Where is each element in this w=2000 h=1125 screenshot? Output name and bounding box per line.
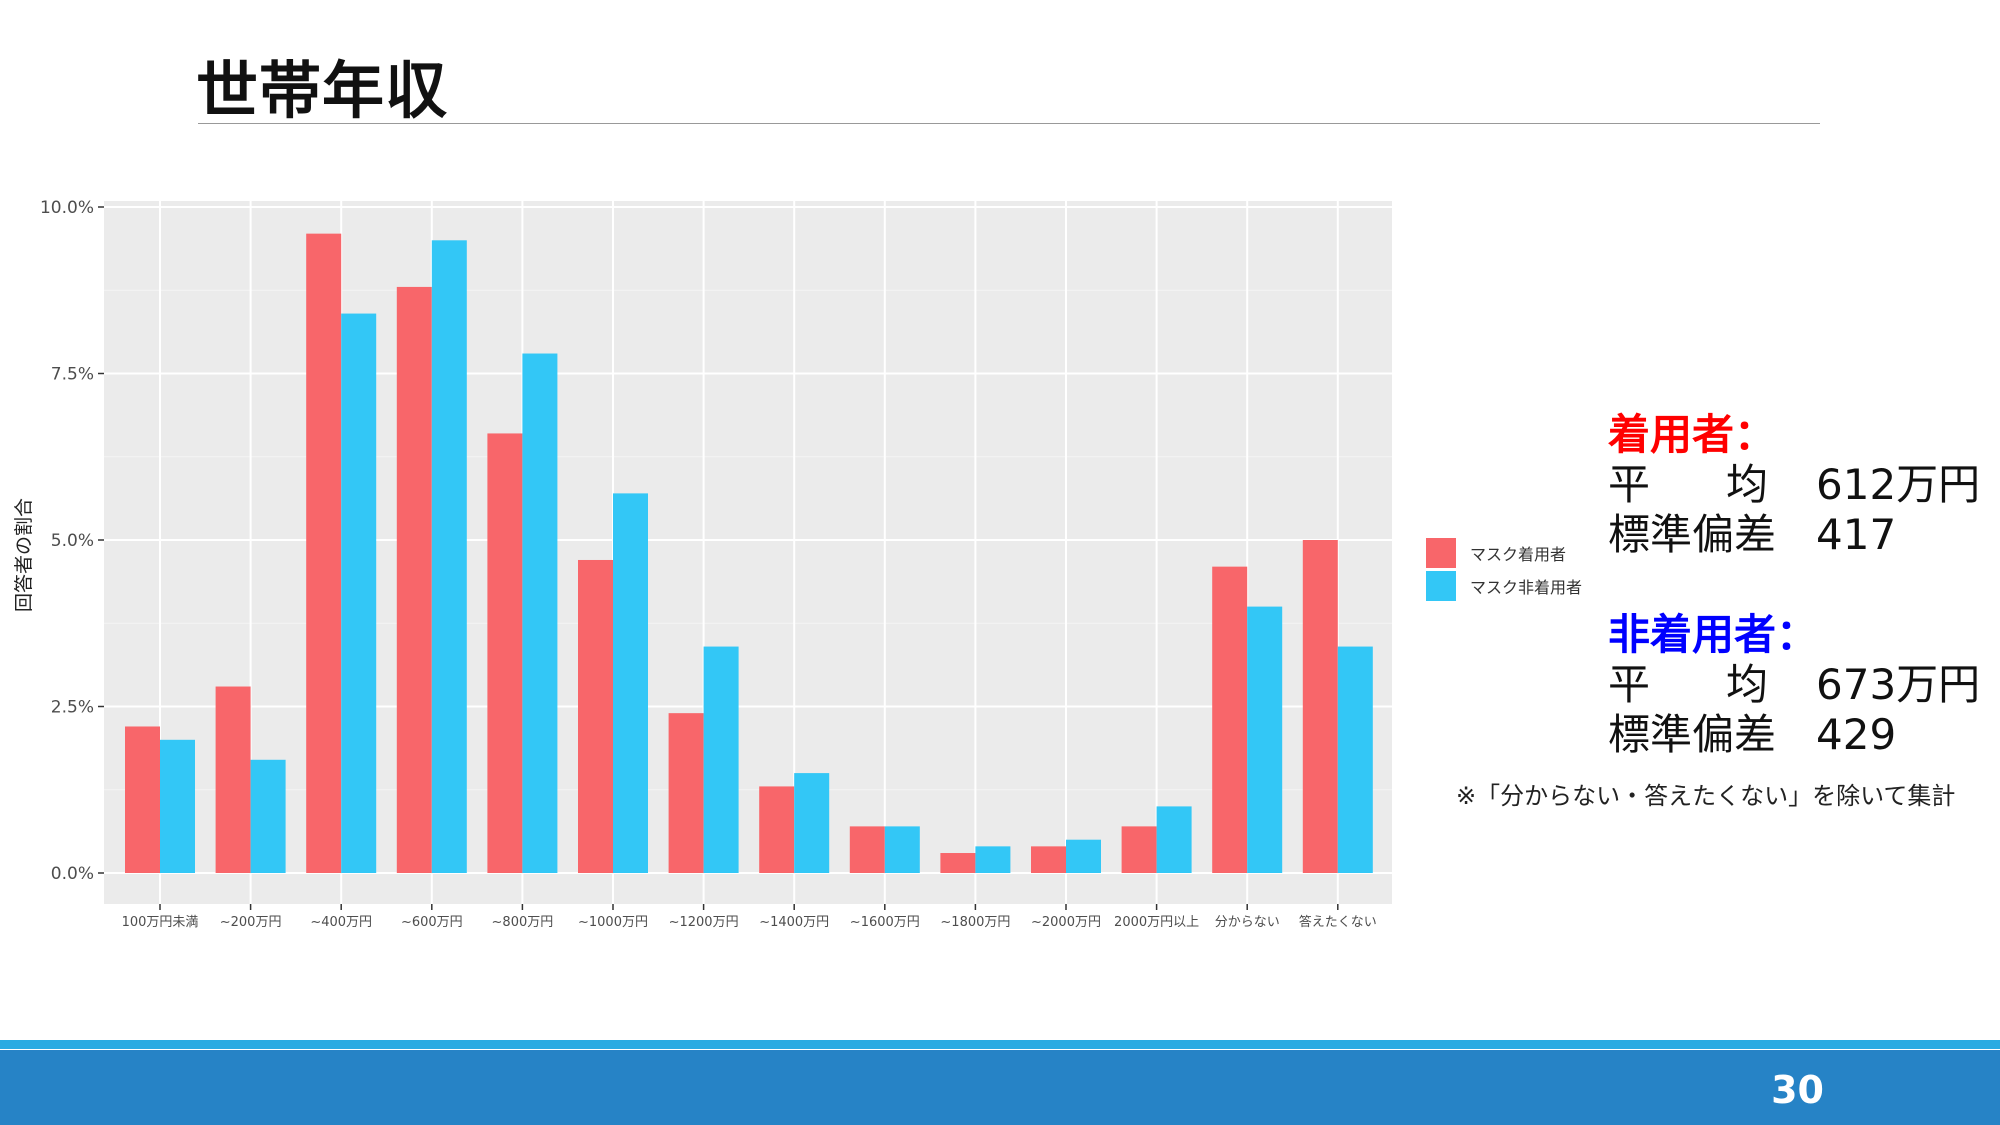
bar-non-wearer bbox=[703, 646, 739, 873]
legend-label-non-wearer: マスク非着用者 bbox=[1470, 577, 1583, 597]
chart-legend: マスク着用者 マスク非着用者 bbox=[1426, 536, 1582, 602]
x-tick-label: ~1800万円 bbox=[940, 915, 1010, 930]
legend-swatch-non-wearer bbox=[1426, 570, 1456, 601]
bar-wearer bbox=[215, 686, 251, 873]
bar-non-wearer bbox=[522, 353, 558, 873]
bar-non-wearer bbox=[250, 759, 286, 873]
bar-wearer bbox=[578, 559, 613, 873]
wearer-sd-value: 417 bbox=[1816, 510, 1897, 559]
bar-wearer bbox=[396, 286, 432, 873]
bar-non-wearer bbox=[160, 739, 195, 873]
bar-non-wearer bbox=[1066, 839, 1101, 873]
sd-label: 標準偏差 bbox=[1608, 710, 1777, 759]
footer-accent-line bbox=[0, 1040, 2000, 1049]
mean-label-part: 均 bbox=[1725, 460, 1768, 509]
bar-non-wearer bbox=[1337, 646, 1373, 873]
y-tick-label: 10.0% bbox=[40, 198, 94, 218]
page-number: 30 bbox=[1771, 1068, 1824, 1112]
mean-label-part: 平 bbox=[1608, 660, 1651, 709]
bar-non-wearer bbox=[1156, 806, 1192, 873]
x-tick-label: ~800万円 bbox=[492, 915, 554, 930]
title-divider bbox=[198, 123, 1820, 124]
wearer-mean-row: 平 均 612万円 bbox=[1608, 460, 1980, 510]
x-tick-label: 2000万円以上 bbox=[1114, 915, 1199, 930]
bar-wearer bbox=[125, 726, 160, 873]
non-wearer-mean-row: 平 均 673万円 bbox=[1608, 660, 1980, 710]
mean-label-part: 平 bbox=[1608, 460, 1651, 509]
bar-non-wearer bbox=[884, 826, 920, 873]
bar-wearer bbox=[940, 853, 976, 873]
wearer-sd-row: 標準偏差 417 bbox=[1608, 510, 1980, 560]
x-tick-label: ~1200万円 bbox=[669, 915, 739, 930]
non-wearer-heading: 非着用者： bbox=[1608, 610, 1819, 659]
non-wearer-sd-value: 429 bbox=[1816, 710, 1897, 759]
y-axis-label: 回答者の割合 bbox=[13, 498, 35, 612]
legend-label-wearer: マスク着用者 bbox=[1470, 544, 1567, 564]
legend-item-wearer: マスク着用者 bbox=[1426, 536, 1582, 569]
legend-item-non-wearer: マスク非着用者 bbox=[1426, 569, 1582, 602]
bar-wearer bbox=[668, 713, 704, 873]
sd-label: 標準偏差 bbox=[1608, 510, 1777, 559]
bar-non-wearer bbox=[431, 240, 467, 874]
bar-wearer bbox=[1302, 540, 1338, 873]
bar-non-wearer bbox=[613, 493, 648, 873]
bar-wearer bbox=[306, 233, 342, 873]
bar-wearer bbox=[759, 786, 795, 873]
bar-non-wearer bbox=[341, 313, 377, 873]
summary-stats: 着用者： 平 均 612万円 標準偏差 417 非着用者： 平 均 673万円 … bbox=[1608, 410, 1980, 760]
non-wearer-mean-value: 673万円 bbox=[1816, 660, 1981, 709]
mean-label: 平 均 bbox=[1608, 660, 1768, 710]
y-tick-label: 7.5% bbox=[51, 365, 94, 385]
bar-wearer bbox=[1212, 566, 1248, 873]
bar-wearer bbox=[487, 433, 523, 873]
x-tick-label: ~200万円 bbox=[220, 915, 282, 930]
slide-title: 世帯年収 bbox=[196, 54, 449, 127]
bar-wearer bbox=[1031, 846, 1066, 873]
x-tick-label: ~600万円 bbox=[401, 915, 463, 930]
x-tick-label: ~400万円 bbox=[310, 915, 372, 930]
wearer-mean-value: 612万円 bbox=[1816, 460, 1981, 509]
bar-non-wearer bbox=[975, 846, 1011, 873]
x-tick-label: 答えたくない bbox=[1299, 914, 1377, 930]
x-tick-label: 100万円未満 bbox=[122, 915, 199, 930]
aggregation-note: ※「分からない・答えたくない」を除いて集計 bbox=[1456, 782, 1956, 810]
non-wearer-sd-row: 標準偏差 429 bbox=[1608, 710, 1980, 760]
legend-swatch-wearer bbox=[1426, 537, 1456, 568]
bar-wearer bbox=[1121, 826, 1157, 873]
mean-label-part: 均 bbox=[1725, 660, 1768, 709]
y-tick-label: 0.0% bbox=[51, 864, 94, 884]
wearer-heading: 着用者： bbox=[1608, 410, 1777, 459]
footer-bar bbox=[0, 1050, 2000, 1125]
bar-non-wearer bbox=[1247, 606, 1283, 873]
bar-non-wearer bbox=[794, 773, 830, 873]
mean-label: 平 均 bbox=[1608, 460, 1768, 510]
x-tick-label: 分からない bbox=[1215, 915, 1280, 930]
bar-wearer bbox=[849, 826, 885, 873]
y-tick-label: 2.5% bbox=[51, 698, 94, 718]
plot-panel bbox=[104, 201, 1392, 904]
x-tick-label: ~1000万円 bbox=[578, 915, 648, 930]
x-tick-label: ~1600万円 bbox=[850, 915, 920, 930]
y-tick-label: 5.0% bbox=[51, 531, 94, 551]
x-tick-label: ~2000万円 bbox=[1031, 915, 1101, 930]
x-tick-label: ~1400万円 bbox=[759, 915, 829, 930]
